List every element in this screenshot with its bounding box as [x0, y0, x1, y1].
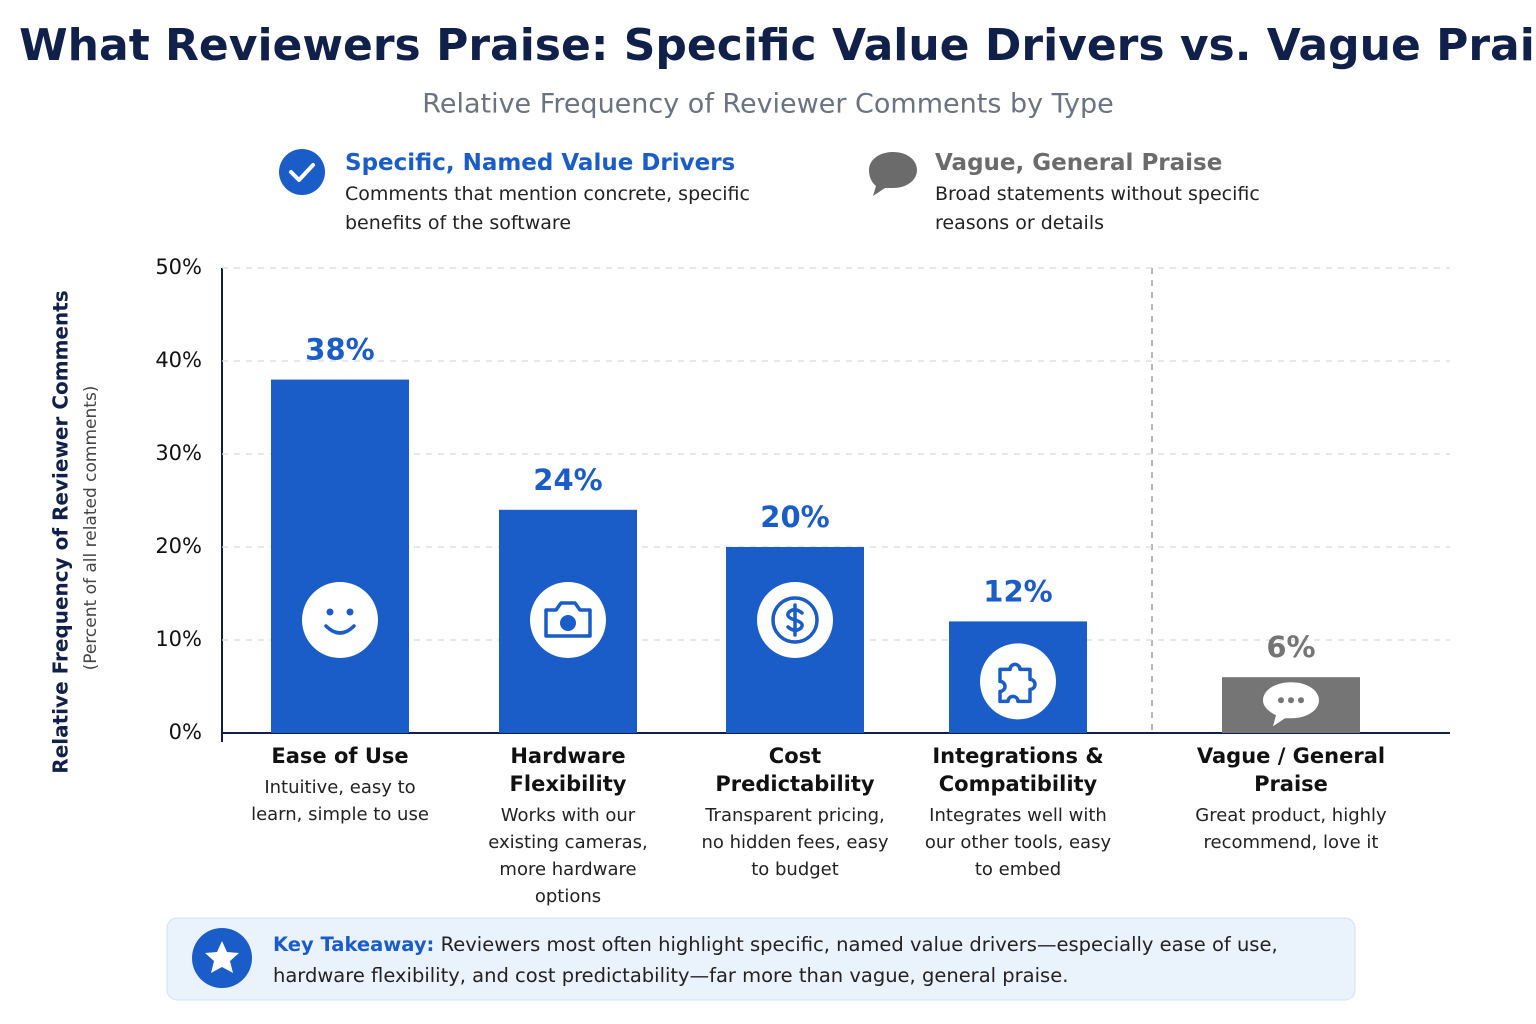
category-description: Works with our existing cameras, more ha… [488, 805, 648, 907]
bar-icon [530, 582, 606, 658]
icon-circle [980, 643, 1056, 720]
icon-dot [1288, 697, 1294, 704]
icon-lens [560, 615, 576, 631]
y-tick-label: 20% [155, 534, 202, 558]
takeaway: Key Takeaway: Reviewers most often highl… [273, 929, 1333, 991]
legend-icon [279, 149, 325, 195]
takeaway-heading: Key Takeaway: [273, 933, 435, 956]
category-description: Intuitive, easy to learn, simple to use [251, 777, 429, 825]
x-tick-label: Integrations & Compatibility [932, 744, 1104, 796]
y-tick-label: 50% [155, 255, 202, 279]
category: Ease of Use Intuitive, easy to learn, sim… [220, 742, 460, 828]
legend-name: Vague, General Praise [935, 150, 1223, 176]
category: Cost Predictability Transparent pricing, … [675, 742, 915, 883]
value-label: 38% [305, 333, 374, 367]
x-tick-label: Vague / General Praise [1196, 744, 1386, 796]
bar [271, 379, 409, 733]
category: Hardware Flexibility Works with our exist… [448, 742, 688, 910]
x-tick-label: Cost Predictability [715, 744, 875, 796]
icon-camera [544, 601, 592, 638]
y-axis-label: Relative Frequency of Reviewer Comments [49, 290, 73, 773]
value-label: 24% [533, 463, 602, 497]
legend-entry: Vague, General Praise Broad statements w… [935, 150, 1275, 238]
takeaway-text: Reviewers most often highlight specific,… [273, 933, 1278, 987]
takeaway-box [166, 917, 1356, 1001]
category-description: Transparent pricing, no hidden fees, eas… [701, 805, 889, 880]
icon-smile [324, 624, 356, 635]
y-tick-label: 0% [169, 720, 202, 744]
x-tick-label: Ease of Use [271, 744, 409, 768]
category: Vague / General Praise Great product, hig… [1171, 742, 1411, 856]
value-label: 12% [983, 574, 1052, 608]
icon-puzzle [998, 662, 1037, 704]
y-axis-sublabel: (Percent of all related comments) [81, 386, 101, 671]
bar-icon [980, 643, 1056, 720]
legend-name: Specific, Named Value Drivers [345, 150, 736, 176]
icon-dollar [786, 603, 804, 637]
legend-check [289, 163, 315, 182]
chart-title: What Reviewers Praise: Specific Value Dr… [19, 20, 1536, 71]
value-label: 20% [760, 500, 829, 534]
icon-eye [326, 608, 334, 616]
icon-eye [346, 608, 354, 616]
legend-description: Comments that mention concrete, specific… [345, 183, 750, 234]
y-tick-label: 10% [155, 627, 202, 651]
chart-subtitle: Relative Frequency of Reviewer Comments … [422, 89, 1113, 120]
legend-description: Broad statements without specific reason… [935, 183, 1260, 234]
takeaway-star [205, 941, 239, 973]
icon-dot [1298, 697, 1304, 704]
icon-bubble [1263, 682, 1319, 727]
x-tick-label: Hardware Flexibility [509, 744, 627, 796]
bar-icon [302, 582, 378, 658]
legend-entry: Specific, Named Value Drivers Comments t… [345, 150, 765, 238]
icon-dot [1278, 697, 1284, 704]
bar-icon [757, 582, 833, 658]
category-description: Integrates well with our other tools, ea… [924, 805, 1112, 880]
category-description: Great product, highly recommend, love it [1195, 805, 1387, 853]
value-label: 6% [1266, 630, 1315, 664]
icon-circle [302, 582, 378, 658]
category: Integrations & Compatibility Integrates w… [898, 742, 1138, 883]
icon-coin [771, 596, 819, 644]
y-tick-label: 30% [155, 441, 202, 465]
legend-icon [869, 152, 917, 196]
y-tick-label: 40% [155, 348, 202, 372]
bar-icon [1263, 682, 1319, 727]
